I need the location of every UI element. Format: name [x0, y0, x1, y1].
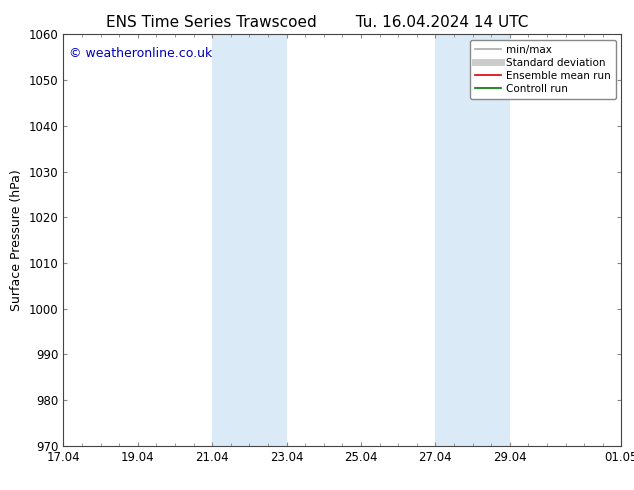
Y-axis label: Surface Pressure (hPa): Surface Pressure (hPa) — [10, 169, 23, 311]
Text: © weatheronline.co.uk: © weatheronline.co.uk — [69, 47, 212, 60]
Text: ENS Time Series Trawscoed        Tu. 16.04.2024 14 UTC: ENS Time Series Trawscoed Tu. 16.04.2024… — [106, 15, 528, 30]
Bar — [436, 34, 510, 446]
Bar — [212, 34, 287, 446]
Legend: min/max, Standard deviation, Ensemble mean run, Controll run: min/max, Standard deviation, Ensemble me… — [470, 40, 616, 99]
